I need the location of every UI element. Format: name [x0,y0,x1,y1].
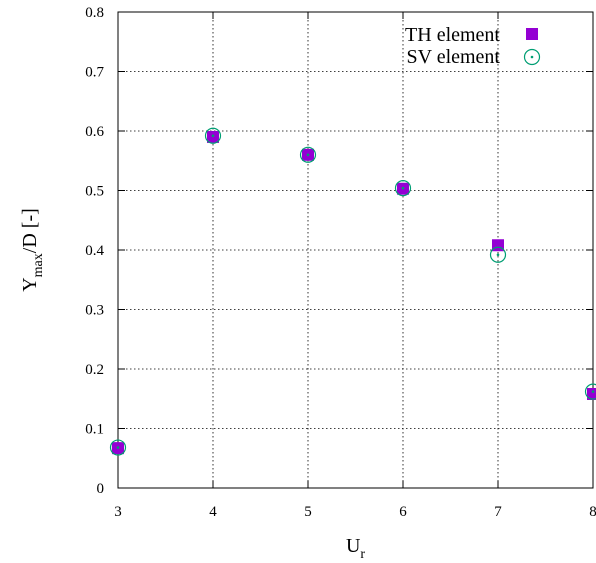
legend-marker-th [526,28,538,40]
y-tick-label: 0.2 [85,362,104,378]
data-points [109,127,596,456]
legend: TH element SV element [405,24,541,68]
y-tick-label: 0.4 [85,243,104,259]
x-axis-label-main: U [346,535,361,557]
y-tick-label: 0.1 [85,422,104,438]
x-tick-label: 4 [209,504,217,520]
sv-element-point [394,180,412,197]
sv-element-point [299,146,317,163]
x-tick-label: 3 [114,504,122,520]
y-axis-label: Ymax/D [-] [19,208,46,292]
legend-marker-filled-square-icon [526,28,538,40]
y-axis-label-main: Y [19,277,41,291]
th-element-point [492,239,504,252]
x-axis-label-sub: r [360,547,365,562]
y-axis-label-sub: max [31,253,46,277]
legend-marker-sv [523,48,541,66]
sv-element-point [489,246,507,263]
y-axis-label-rest: /D [-] [19,208,41,253]
y-tick-label: 0.7 [85,65,104,81]
x-tick-label: 8 [589,504,596,520]
x-axis-label: Ur [346,535,365,562]
x-tick-label: 7 [494,504,502,520]
x-tick-label: 6 [399,504,407,520]
y-tick-label: 0.3 [85,303,104,319]
y-tick-label: 0 [97,481,105,497]
axis-ticks: 0 0.1 0.2 0.3 0.4 0.5 0.6 0.7 0.8 3 4 5 6 7 8 [85,5,596,520]
y-tick-label: 0.8 [85,5,104,21]
sv-element-point [584,383,596,400]
legend-marker-circle-dot-icon [523,48,541,66]
x-tick-label: 5 [304,504,312,520]
y-tick-label: 0.5 [85,184,104,200]
legend-label-th-element: TH element [405,24,500,46]
legend-label-sv-element: SV element [406,46,500,68]
sv-element-point [109,439,127,456]
grid-lines [118,12,593,488]
y-tick-label: 0.6 [85,124,104,140]
sv-element-point [204,127,222,144]
th-element-point [587,387,596,400]
